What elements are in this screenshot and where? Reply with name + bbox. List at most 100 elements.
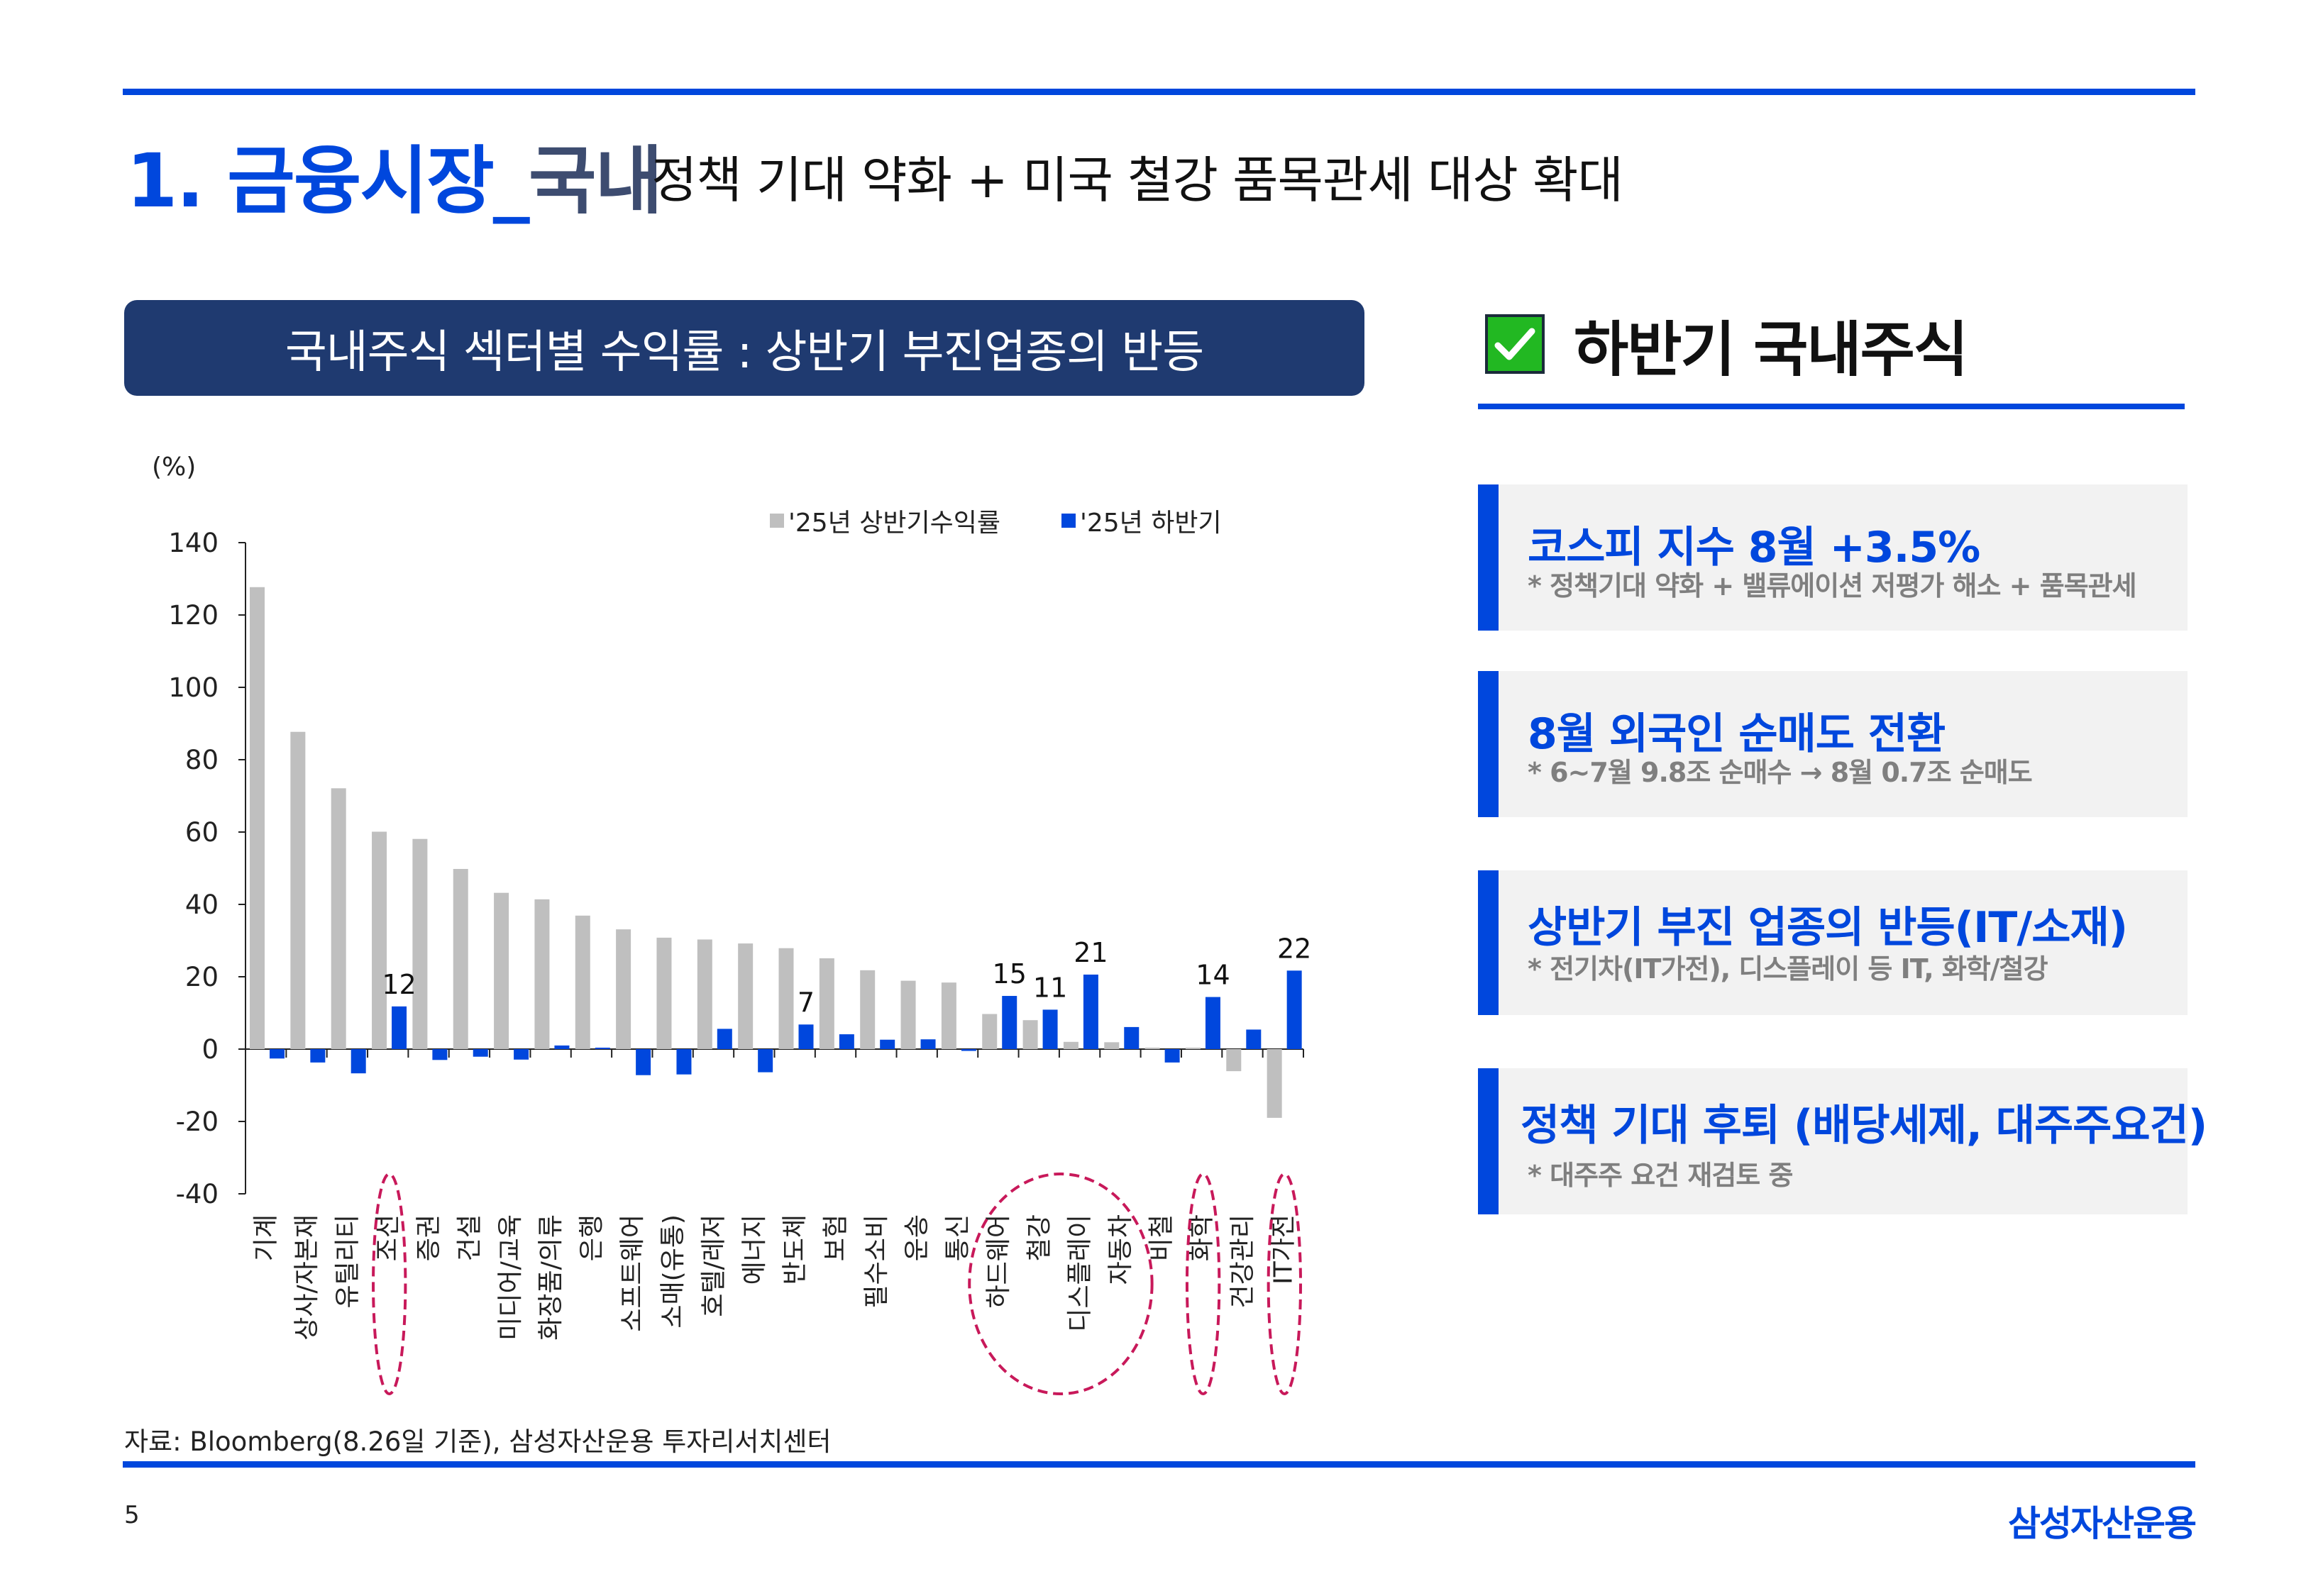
category-label: 건설 — [455, 1214, 484, 1261]
data-label: 12 — [382, 969, 416, 1000]
category-label: 미디어/교육 — [496, 1214, 525, 1341]
category-label: 소매(유통) — [658, 1214, 688, 1329]
category-label: 기계 — [252, 1214, 281, 1261]
y-axis-unit: (%) — [152, 453, 197, 482]
bar-first-half-호텔/레저 — [697, 939, 712, 1049]
bar-first-half-비철 — [1144, 1047, 1160, 1049]
bar-first-half-운송 — [900, 980, 916, 1049]
company-logo: 삼성자산운용 — [2008, 1503, 2197, 1544]
bar-first-half-은행 — [575, 915, 590, 1049]
card-accent-bar — [1478, 671, 1499, 817]
bar-first-half-반도체 — [778, 948, 794, 1049]
category-label: 운송 — [903, 1214, 932, 1261]
y-tick-label: 20 — [185, 962, 219, 992]
legend-label: '25년 상반기수익률 — [788, 509, 1000, 538]
legend-label: '25년 하반기 — [1080, 509, 1222, 538]
highlight-ellipse — [1267, 1173, 1302, 1395]
y-tick-label: 0 — [202, 1034, 219, 1065]
bar-first-half-하드웨어 — [982, 1014, 998, 1049]
data-label: 21 — [1074, 937, 1108, 968]
y-tick-label: 120 — [168, 600, 219, 631]
bar-first-half-보험 — [819, 958, 834, 1049]
card-accent-bar — [1478, 484, 1499, 631]
bar-second-half-운송 — [920, 1039, 936, 1049]
category-label: 조선 — [374, 1214, 403, 1261]
card-title: 정책 기대 후퇴 (배당세제, 대주주요건) — [1521, 1101, 2207, 1151]
bar-first-half-건강관리 — [1226, 1049, 1242, 1072]
category-label: 디스플레이 — [1066, 1214, 1095, 1332]
bar-second-half-미디어/교육 — [514, 1049, 529, 1060]
bar-second-half-하드웨어 — [1002, 996, 1017, 1049]
highlight-ellipse — [1185, 1173, 1221, 1395]
bar-first-half-철강 — [1022, 1020, 1038, 1049]
data-label: 15 — [993, 958, 1027, 990]
right-panel-title: 하반기 국내주식 — [1574, 315, 1968, 384]
bar-second-half-화장품/의류 — [554, 1045, 570, 1049]
bottom-rule — [123, 1461, 2195, 1468]
category-label: 호텔/레저 — [699, 1214, 728, 1317]
card-subtitle: * 정책기대 약화 + 밸류에이션 저평가 해소 + 품목관세 — [1528, 570, 2137, 602]
bar-second-half-기계 — [270, 1049, 285, 1059]
bar-first-half-미디어/교육 — [494, 892, 509, 1049]
bar-second-half-에너지 — [758, 1049, 773, 1073]
y-tick-label: 140 — [168, 528, 219, 558]
bar-second-half-IT가전 — [1286, 970, 1302, 1049]
card-kospi: 코스피 지수 8월 +3.5% * 정책기대 약화 + 밸류에이션 저평가 해소… — [1478, 484, 2188, 631]
category-label: 건강관리 — [1228, 1214, 1257, 1308]
legend-swatch-blue — [1061, 514, 1076, 528]
bar-first-half-유틸리티 — [331, 788, 346, 1049]
category-label: 소프트웨어 — [618, 1214, 647, 1332]
bar-first-half-디스플레이 — [1063, 1041, 1078, 1049]
source-note: 자료: Bloomberg(8.26일 기준), 삼성자산운용 투자리서치센터 — [124, 1426, 832, 1457]
category-label: 화장품/의류 — [536, 1214, 566, 1341]
y-tick-label: -20 — [176, 1107, 219, 1137]
card-policy-retreat: 정책 기대 후퇴 (배당세제, 대주주요건) * 대주주 요건 재검토 중 — [1478, 1068, 2207, 1214]
card-laggard-rebound: 상반기 부진 업종의 반등(IT/소재) * 전기차(IT가전), 디스플레이 … — [1478, 870, 2188, 1015]
highlight-ellipse — [968, 1173, 1154, 1395]
category-label: 자동차 — [1106, 1214, 1135, 1285]
bar-second-half-소프트웨어 — [636, 1049, 651, 1075]
category-label: 비철 — [1147, 1214, 1176, 1261]
category-label: 하드웨어 — [984, 1214, 1013, 1308]
page-title: 1. 금융시장_국내 — [126, 121, 663, 228]
data-label: 22 — [1277, 933, 1311, 964]
category-label: 증권 — [414, 1214, 443, 1261]
category-label: IT가전 — [1269, 1214, 1298, 1285]
bar-first-half-증권 — [412, 838, 428, 1049]
bar-first-half-기계 — [250, 587, 265, 1049]
page-subtitle: 정책 기대 약화 + 미국 철강 품목관세 대상 확대 — [651, 151, 1623, 209]
right-title-underline — [1478, 404, 2185, 409]
card-accent-bar — [1478, 1068, 1499, 1214]
bar-second-half-자동차 — [1124, 1026, 1140, 1049]
category-label: 은행 — [577, 1214, 606, 1261]
card-subtitle: * 6~7월 9.8조 순매수 → 8월 0.7조 순매도 — [1528, 757, 2033, 788]
bar-first-half-통신 — [941, 982, 956, 1049]
category-label: 반도체 — [780, 1214, 810, 1285]
bar-second-half-호텔/레저 — [717, 1029, 732, 1049]
bar-first-half-조선 — [372, 831, 387, 1049]
y-tick-label: 100 — [168, 672, 219, 703]
bar-second-half-비철 — [1164, 1049, 1180, 1063]
bar-second-half-필수소비 — [880, 1039, 895, 1049]
y-tick-label: 80 — [185, 745, 219, 775]
chart-header: 국내주식 섹터별 수익률 : 상반기 부진업종의 반등 — [124, 300, 1364, 396]
bar-first-half-자동차 — [1104, 1042, 1120, 1049]
category-label: 철강 — [1025, 1214, 1054, 1261]
bar-first-half-IT가전 — [1267, 1049, 1282, 1118]
bar-first-half-소매(유통) — [656, 937, 672, 1049]
bar-first-half-소프트웨어 — [616, 929, 631, 1049]
card-accent-bar — [1478, 870, 1499, 1015]
data-label: 7 — [798, 987, 815, 1018]
bar-second-half-반도체 — [798, 1024, 814, 1049]
category-label: 에너지 — [740, 1214, 769, 1285]
bar-second-half-통신 — [961, 1049, 976, 1051]
top-rule — [123, 89, 2195, 95]
bar-first-half-건설 — [453, 869, 468, 1049]
bar-first-half-필수소비 — [860, 970, 876, 1049]
data-label: 11 — [1033, 972, 1067, 1003]
category-label: 상사/자본재 — [292, 1214, 321, 1341]
y-tick-label: -40 — [176, 1179, 219, 1209]
bar-first-half-화장품/의류 — [534, 899, 550, 1049]
data-label: 14 — [1196, 960, 1230, 991]
